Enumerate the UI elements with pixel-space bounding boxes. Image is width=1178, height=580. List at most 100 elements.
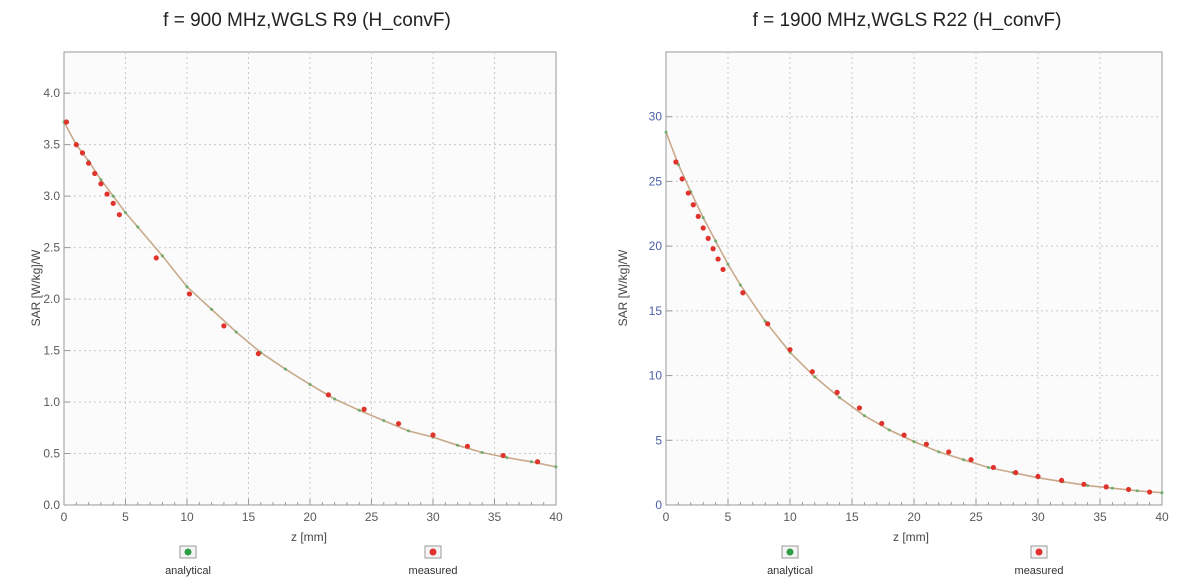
- y-axis-label: SAR [W/kg]/W: [29, 249, 43, 326]
- legend-item-measured[interactable]: measured: [409, 545, 458, 577]
- data-point-measured: [325, 392, 332, 398]
- data-point-analytical: [1160, 491, 1164, 495]
- data-point-analytical: [160, 254, 164, 258]
- chart-title: f = 900 MHz,WGLS R9 (H_convF): [163, 10, 451, 31]
- legend: analytical measured: [165, 545, 458, 577]
- data-point-measured: [1013, 470, 1019, 476]
- x-tick-label: 35: [488, 510, 502, 524]
- data-point-measured: [710, 246, 716, 252]
- data-point-analytical: [456, 443, 460, 447]
- data-point-measured: [153, 255, 159, 261]
- data-point-measured: [685, 190, 691, 196]
- data-point-measured: [255, 351, 261, 357]
- data-point-analytical: [962, 458, 966, 462]
- data-point-analytical: [813, 375, 817, 379]
- data-point-measured: [923, 441, 930, 447]
- data-point-analytical: [664, 130, 668, 134]
- data-point-analytical: [123, 211, 128, 215]
- data-point-measured: [534, 459, 541, 465]
- data-point-analytical: [1110, 486, 1114, 490]
- data-point-analytical: [714, 239, 718, 243]
- data-point-measured: [679, 176, 685, 182]
- x-tick-label: 5: [122, 510, 129, 524]
- data-point-measured: [361, 406, 367, 412]
- data-point-measured: [740, 290, 746, 296]
- legend-marker-analytical: [184, 548, 192, 556]
- data-point-analytical: [185, 285, 189, 289]
- y-tick-label: 0: [655, 498, 662, 512]
- series-line-analytical: [63, 121, 557, 468]
- data-point-measured: [186, 291, 193, 297]
- data-point-analytical: [234, 330, 238, 334]
- x-tick-label: 10: [783, 510, 797, 524]
- data-point-measured: [700, 225, 706, 231]
- legend-marker-analytical: [786, 548, 794, 556]
- data-point-measured: [86, 160, 92, 166]
- y-axis-label: SAR [W/kg]/W: [616, 249, 630, 326]
- data-point-measured: [464, 443, 471, 449]
- data-point-measured: [430, 432, 436, 438]
- data-point-analytical: [136, 225, 140, 229]
- y-tick-label: 2.5: [43, 241, 60, 255]
- x-tick-label: 40: [549, 510, 563, 524]
- legend-label-analytical: analytical: [767, 565, 813, 577]
- x-tick-label: 5: [725, 510, 732, 524]
- series-line-analytical: [665, 131, 1163, 494]
- data-point-analytical: [382, 418, 386, 423]
- data-point-analytical: [99, 178, 103, 182]
- data-point-measured: [73, 142, 79, 148]
- data-point-measured: [715, 256, 721, 262]
- data-point-measured: [500, 452, 506, 459]
- data-point-measured: [834, 389, 840, 395]
- data-point-analytical: [554, 465, 558, 469]
- legend-marker-measured: [1035, 548, 1043, 556]
- data-point-analytical: [333, 397, 337, 401]
- legend-item-analytical[interactable]: analytical: [165, 545, 211, 577]
- plot-area: 0 5 10 15 20 25 30 35 40 0.0 0.5 1.0 1.5 2.0 2.5 3.0 3.5…: [43, 51, 563, 524]
- data-point-measured: [1125, 486, 1132, 493]
- data-point-measured: [1081, 481, 1087, 487]
- x-tick-label: 0: [61, 510, 68, 524]
- data-point-measured: [1058, 477, 1065, 484]
- data-point-analytical: [937, 450, 941, 454]
- y-tick-label: 15: [649, 304, 663, 318]
- x-tick-label: 30: [1031, 510, 1045, 524]
- y-tick-label: 1.0: [43, 395, 60, 409]
- data-point-measured: [879, 420, 885, 427]
- data-point-measured: [856, 405, 863, 411]
- x-tick-label: 25: [969, 510, 983, 524]
- legend: analytical measured: [767, 545, 1064, 577]
- data-point-analytical: [912, 439, 916, 444]
- data-point-measured: [946, 449, 952, 455]
- x-tick-label: 40: [1155, 510, 1169, 524]
- data-point-measured: [673, 159, 679, 165]
- data-point-measured: [809, 369, 815, 375]
- legend-item-measured[interactable]: measured: [1015, 545, 1064, 577]
- data-point-measured: [110, 200, 116, 206]
- chart-1900mhz: f = 1900 MHz,WGLS R22 (H_convF) SAR [W/k…: [616, 10, 1169, 577]
- legend-item-analytical[interactable]: analytical: [767, 545, 813, 577]
- x-axis-label: z [mm]: [291, 530, 327, 544]
- data-point-analytical: [738, 283, 743, 287]
- data-point-analytical: [1086, 483, 1090, 488]
- x-tick-label: 15: [845, 510, 859, 524]
- legend-marker-measured: [429, 548, 437, 556]
- data-point-measured: [104, 191, 110, 197]
- y-tick-label: 20: [649, 239, 663, 253]
- data-point-analytical: [838, 395, 842, 400]
- data-point-analytical: [357, 408, 361, 412]
- data-point-measured: [990, 464, 996, 471]
- y-tick-label: 25: [649, 174, 663, 188]
- legend-label-measured: measured: [409, 565, 458, 577]
- y-tick-label: 5: [655, 433, 662, 447]
- data-point-analytical: [701, 216, 705, 220]
- x-tick-label: 20: [303, 510, 317, 524]
- x-tick-label: 10: [180, 510, 194, 524]
- y-tick-label: 0.5: [43, 447, 60, 461]
- x-tick-label: 35: [1093, 510, 1107, 524]
- data-point-analytical: [111, 194, 115, 198]
- data-point-analytical: [283, 367, 287, 371]
- data-point-measured: [787, 347, 793, 353]
- data-point-measured: [690, 202, 696, 208]
